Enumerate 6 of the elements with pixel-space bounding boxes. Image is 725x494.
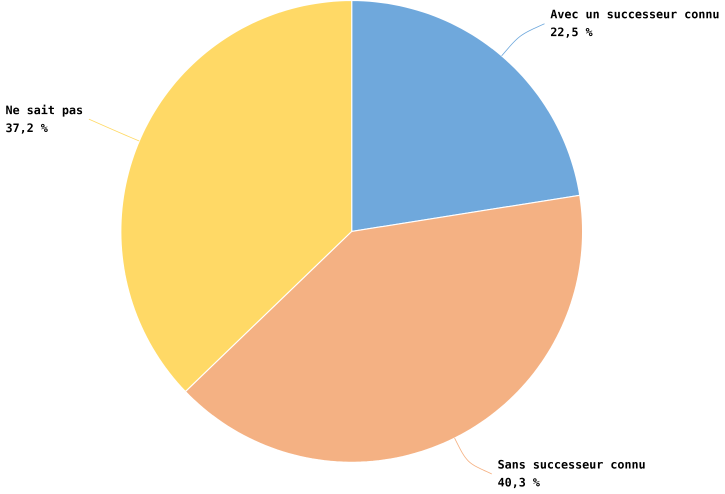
data-label: 37,2 %: [6, 124, 48, 134]
data-label: 40,3 %: [498, 478, 540, 488]
slice-label: Avec un successeur connu: [550, 10, 718, 19]
slice-label: Ne sait pas: [6, 104, 82, 117]
data-label: 22,5 %: [550, 28, 593, 38]
slice-label: Sans successeur connu: [498, 460, 645, 469]
